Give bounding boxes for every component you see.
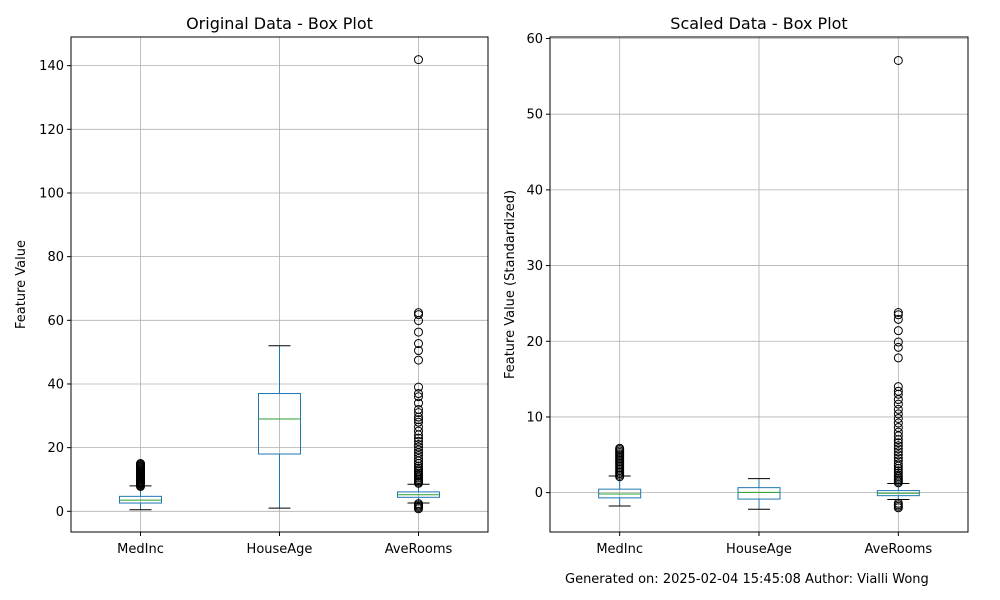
box-averooms: [876, 55, 920, 513]
outlier-point: [414, 439, 423, 449]
y-tick-label: 0: [535, 486, 543, 501]
box-houseage: [737, 478, 781, 510]
box-medinc: [119, 459, 162, 511]
outlier-point: [414, 422, 423, 432]
outlier-point: [414, 451, 423, 461]
outlier-point: [893, 438, 903, 448]
outlier-point: [893, 468, 903, 478]
y-axis-label: Feature Value (Standardized): [503, 190, 518, 379]
outlier-point: [414, 408, 423, 418]
y-tick-label: 50: [526, 108, 543, 123]
outlier-point: [893, 382, 903, 392]
outlier-point: [414, 417, 423, 427]
x-tick-label: MedInc: [117, 542, 164, 557]
y-tick-label: 40: [526, 183, 543, 198]
iqr-box: [258, 393, 301, 455]
outlier-point: [414, 433, 423, 443]
x-tick-label: MedInc: [596, 542, 643, 557]
outlier-point: [414, 55, 423, 65]
y-tick-label: 140: [39, 59, 64, 74]
outlier-point: [893, 466, 903, 476]
outlier-point: [893, 342, 903, 352]
outlier-point: [414, 426, 423, 436]
outlier-point: [893, 310, 903, 320]
outlier-point: [893, 427, 903, 437]
outlier-point: [414, 346, 423, 356]
outlier-point: [414, 404, 423, 414]
outlier-point: [615, 443, 625, 453]
y-tick-label: 10: [526, 410, 543, 425]
box-medinc: [598, 443, 642, 507]
x-tick-label: AveRooms: [385, 542, 453, 557]
footer: Generated on: 2025-02-04 15:45:08 Author…: [565, 572, 929, 587]
y-tick-label: 40: [47, 377, 64, 392]
outlier-point: [893, 55, 903, 65]
outlier-point: [893, 404, 903, 414]
outlier-point: [893, 413, 903, 423]
outlier-point: [893, 399, 903, 409]
outlier-point: [414, 436, 423, 446]
x-tick-label: HouseAge: [247, 542, 313, 557]
x-tick-label: HouseAge: [726, 542, 792, 557]
outlier-point: [414, 389, 423, 399]
outlier-point: [414, 382, 423, 392]
outlier-point: [893, 453, 903, 463]
outlier-point: [414, 355, 423, 365]
outlier-point: [414, 499, 423, 509]
outlier-point: [414, 442, 423, 452]
outlier-point: [893, 353, 903, 363]
scaled-data-box-plot: 0 10 20 30 40 50 60 MedInc HouseAge AveRooms Scale…: [503, 14, 969, 557]
box-houseage: [258, 345, 301, 509]
outlier-point: [893, 314, 903, 324]
box-averooms: [397, 55, 440, 514]
outlier-point: [893, 418, 903, 428]
y-tick-label: 0: [56, 505, 64, 520]
outlier-point: [893, 447, 903, 457]
outlier-point: [893, 456, 903, 466]
outlier-point: [414, 398, 423, 408]
outlier-point: [893, 337, 903, 347]
outlier-point: [893, 498, 903, 508]
outlier-point: [893, 450, 903, 460]
chart-title: Original Data - Box Plot: [186, 14, 373, 33]
footer-author-label: Author:: [805, 572, 853, 587]
y-tick-label: 80: [47, 250, 64, 265]
outlier-point: [414, 453, 423, 463]
outlier-point: [893, 386, 903, 396]
outlier-point: [893, 409, 903, 419]
y-axis-label: Feature Value: [14, 240, 29, 329]
outlier-point: [414, 308, 423, 318]
outlier-point: [893, 423, 903, 433]
outlier-point: [893, 444, 903, 454]
outlier-point: [414, 445, 423, 455]
footer-author: Vialli Wong: [857, 572, 929, 587]
y-tick-label: 30: [526, 259, 543, 274]
original-data-box-plot: 0 20 40 60 80 100 120 140 MedInc HouseAge AveRooms…: [14, 14, 489, 557]
footer-generated-label: Generated on:: [565, 572, 659, 587]
footer-timestamp: 2025-02-04 15:45:08: [662, 572, 801, 587]
outlier-point: [893, 326, 903, 336]
outlier-point: [414, 392, 423, 402]
outlier-point: [414, 339, 423, 349]
outlier-point: [893, 308, 903, 318]
outlier-point: [893, 470, 903, 480]
outlier-point: [893, 459, 903, 469]
y-tick-label: 120: [39, 123, 64, 138]
outlier-point: [414, 327, 423, 337]
y-tick-label: 100: [39, 186, 64, 201]
outlier-point: [893, 441, 903, 451]
outlier-point: [136, 459, 145, 469]
y-tick-label: 20: [47, 441, 64, 456]
y-tick-label: 20: [526, 335, 543, 350]
iqr-box: [737, 487, 781, 500]
outlier-point: [414, 415, 423, 425]
y-tick-label: 60: [526, 32, 543, 47]
chart-title: Scaled Data - Box Plot: [670, 14, 847, 33]
x-tick-label: AveRooms: [865, 542, 933, 557]
y-tick-label: 60: [47, 314, 64, 329]
